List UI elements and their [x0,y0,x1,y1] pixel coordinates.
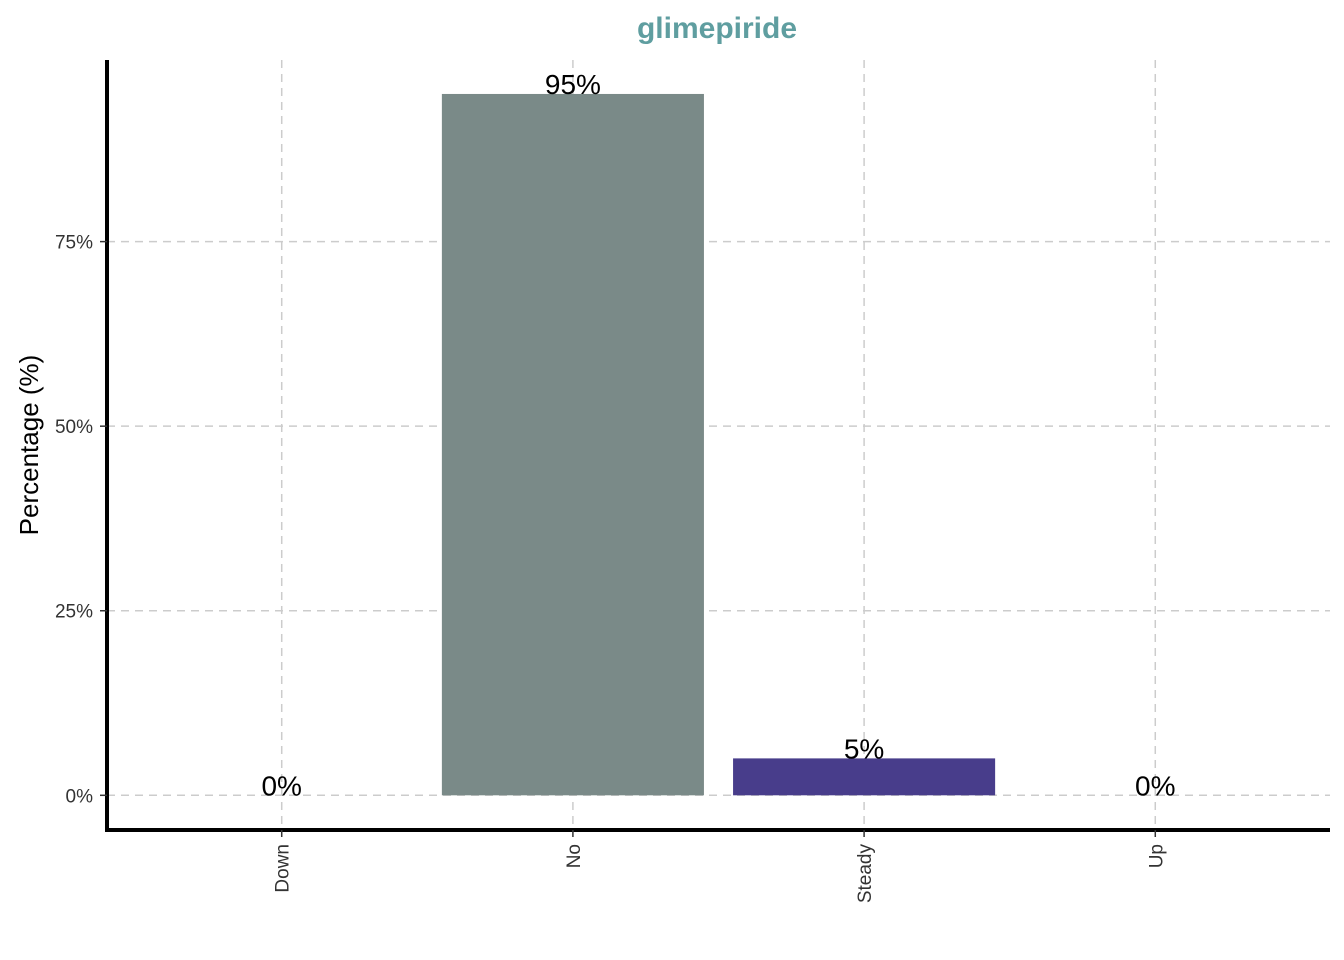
grid-layer [107,60,1330,830]
data-label-steady: 5% [844,733,884,764]
data-label-no: 95% [545,69,601,100]
chart-title: glimepiride [637,12,797,45]
bar-no [442,94,704,795]
y-axis-label: Percentage (%) [14,355,44,536]
x-tick-label-down: Down [273,844,294,893]
data-label-up: 0% [1135,770,1175,801]
x-tick-label-up: Up [1146,844,1167,868]
x-tick-label-no: No [564,844,585,868]
y-tick-label: 75% [55,233,93,254]
y-tick-label: 0% [66,786,94,807]
data-label-down: 0% [261,770,301,801]
bar-layer [442,94,995,795]
y-tick-label: 50% [55,417,93,438]
axis-layer [105,60,1330,832]
x-tick-label-steady: Steady [855,844,876,904]
label-layer: 0% 95% 5% 0% [261,69,1175,801]
y-tick-label: 25% [55,602,93,623]
